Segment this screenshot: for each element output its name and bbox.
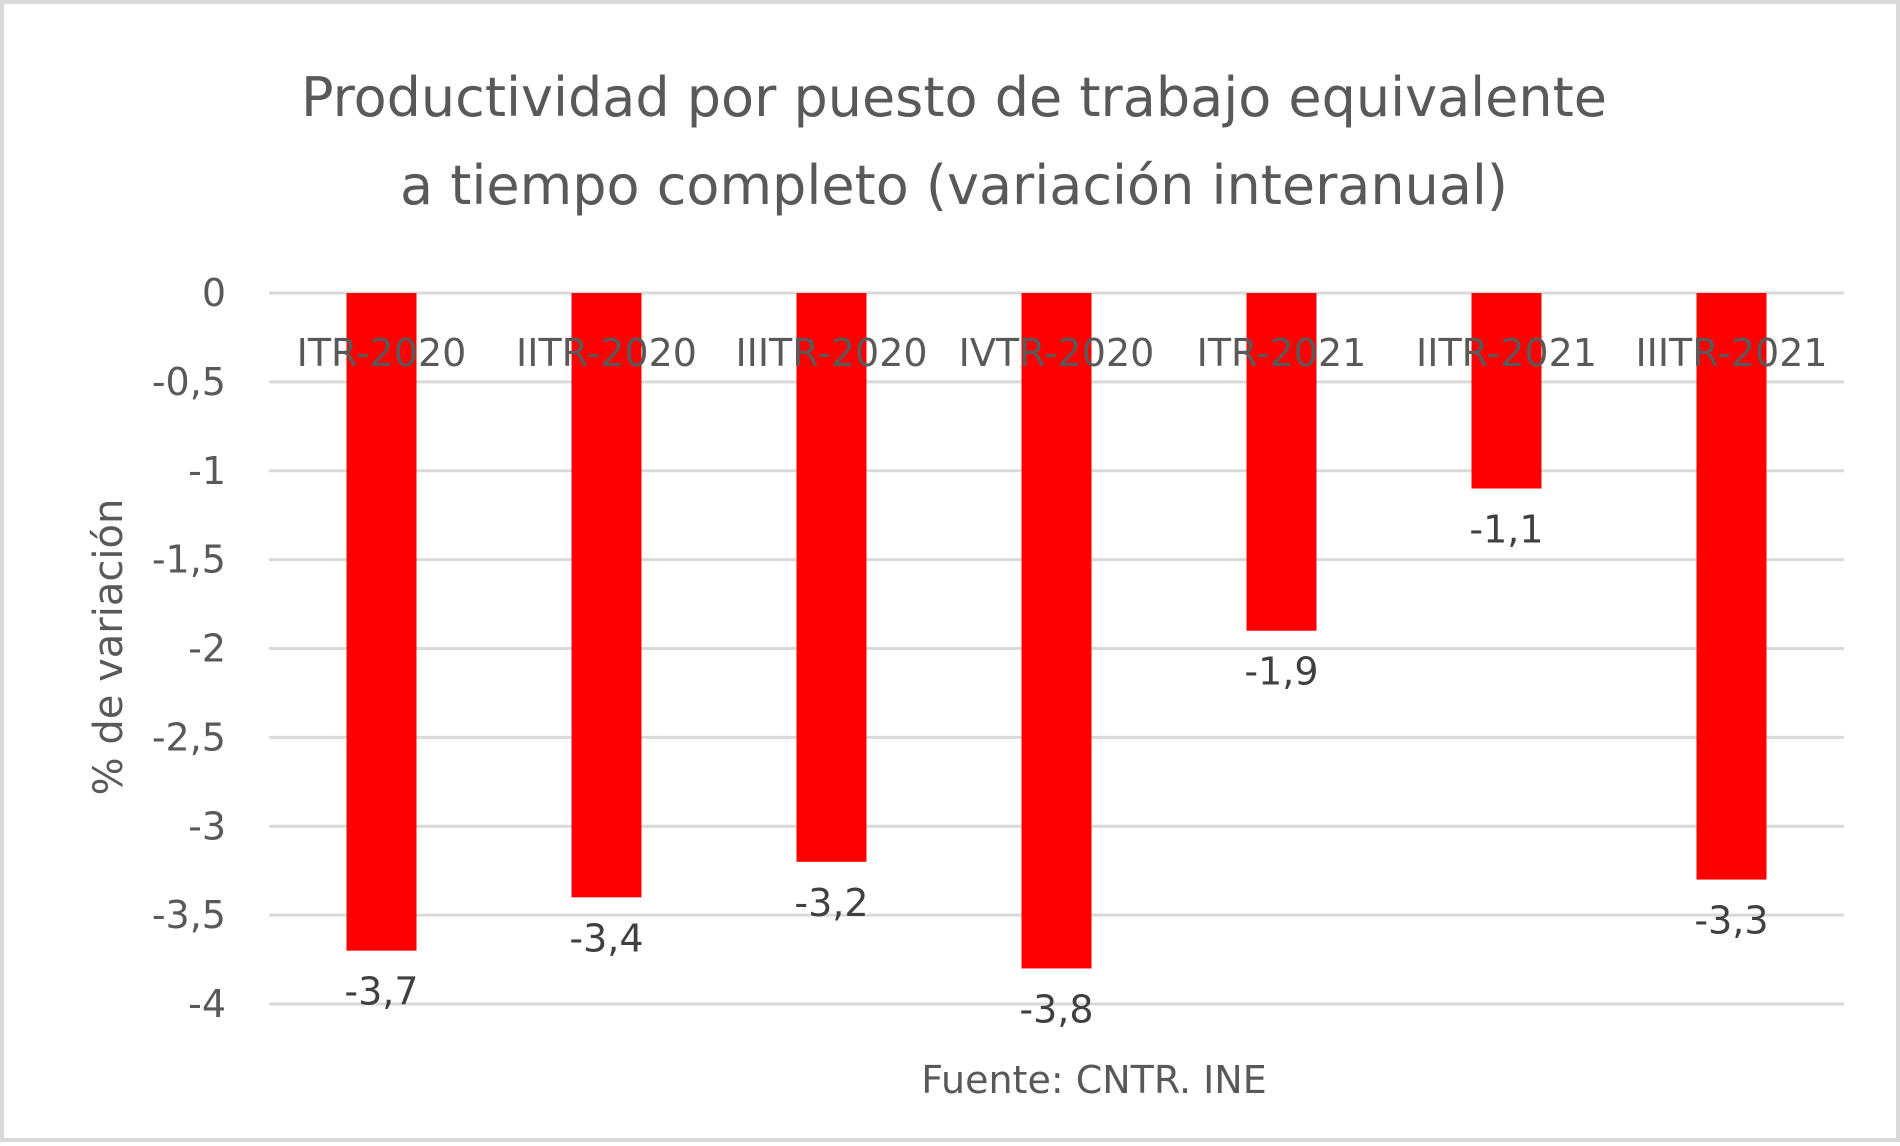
bar (571, 293, 642, 898)
data-labels: -3,7 -3,4 -3,2 -3,8 -1,9 -1,1 -3,3 (344, 508, 1768, 1032)
chart-title-line-2: a tiempo completo (variación interanual) (400, 154, 1508, 217)
y-axis-ticks: 0 -0,5 -1 -1,5 -2 -2,5 -3 -3,5 -4 (152, 271, 226, 1026)
category-label: IIITR-2020 (735, 331, 927, 375)
bar (1696, 293, 1767, 880)
source-note: Fuente: CNTR. INE (921, 1058, 1267, 1102)
y-tick-label: -2 (188, 627, 226, 671)
y-tick-label: -3 (188, 804, 226, 848)
bar (346, 293, 417, 951)
data-label: -3,4 (569, 916, 643, 960)
chart-title-line-1: Productividad por puesto de trabajo equi… (301, 66, 1607, 129)
y-tick-label: -3,5 (152, 893, 226, 937)
data-label: -1,1 (1469, 508, 1543, 552)
bar-series (346, 293, 1767, 969)
data-label: -3,3 (1694, 899, 1768, 943)
y-axis-title: % de variación (86, 499, 132, 796)
y-tick-label: -2,5 (152, 715, 226, 759)
y-tick-label: -1 (188, 449, 226, 493)
bar (1021, 293, 1092, 969)
bar (1471, 293, 1542, 489)
category-label: IITR-2021 (1416, 331, 1597, 375)
data-label: -3,2 (794, 881, 868, 925)
category-label: IITR-2020 (516, 331, 697, 375)
bar (796, 293, 867, 862)
y-tick-label: -0,5 (152, 360, 226, 404)
y-tick-label: 0 (202, 271, 226, 315)
data-label: -3,8 (1019, 987, 1093, 1031)
category-label: ITR-2021 (1197, 331, 1367, 375)
bar-chart: Productividad por puesto de trabajo equi… (86, 66, 1844, 1102)
data-label: -3,7 (344, 970, 418, 1014)
category-label: ITR-2020 (297, 331, 467, 375)
category-labels: ITR-2020 IITR-2020 IIITR-2020 IVTR-2020 ITR-… (297, 331, 1828, 375)
bar (1246, 293, 1317, 631)
data-label: -1,9 (1244, 650, 1318, 694)
y-tick-label: -4 (188, 982, 226, 1026)
y-tick-label: -1,5 (152, 538, 226, 582)
category-label: IVTR-2020 (959, 331, 1155, 375)
category-label: IIITR-2021 (1635, 331, 1827, 375)
